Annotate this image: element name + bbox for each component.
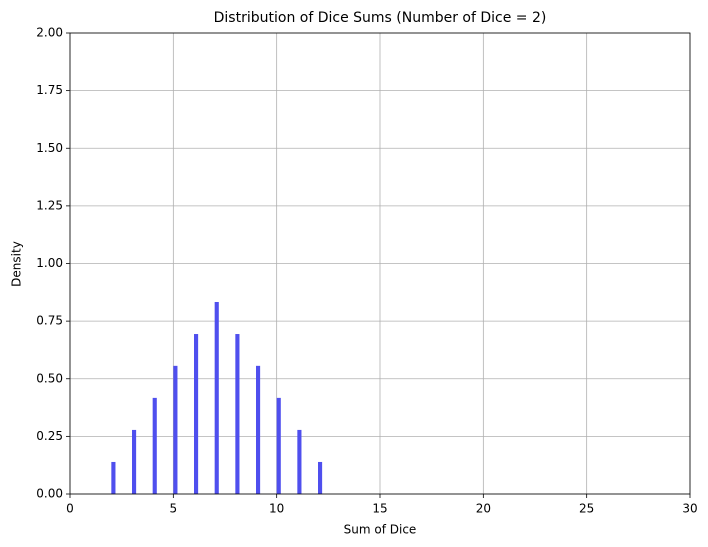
y-tick-label: 1.00 xyxy=(36,256,63,270)
bar xyxy=(132,429,137,494)
x-tick-label: 15 xyxy=(372,502,387,516)
bar xyxy=(214,301,219,494)
x-tick-label: 5 xyxy=(170,502,178,516)
x-tick-label: 20 xyxy=(476,502,491,516)
x-tick-label: 30 xyxy=(682,502,697,516)
y-tick-label: 0.50 xyxy=(36,371,63,385)
bar xyxy=(256,365,261,494)
plot-frame xyxy=(69,32,691,495)
x-tick-label: 0 xyxy=(66,502,74,516)
bar xyxy=(111,461,116,494)
x-tick-label: 10 xyxy=(269,502,284,516)
bar xyxy=(152,397,157,494)
y-tick-label: 0.75 xyxy=(36,314,63,328)
x-axis-label: Sum of Dice xyxy=(344,523,417,537)
bar xyxy=(276,397,281,494)
chart-title: Distribution of Dice Sums (Number of Dic… xyxy=(214,10,547,26)
y-tick-label: 2.00 xyxy=(36,26,63,40)
x-tick-label: 25 xyxy=(579,502,594,516)
bar xyxy=(194,334,199,494)
y-tick-label: 1.50 xyxy=(36,141,63,155)
bar xyxy=(235,334,240,494)
bar xyxy=(297,429,302,494)
y-tick-label: 0.25 xyxy=(36,429,63,443)
y-tick-label: 1.75 xyxy=(36,83,63,97)
bar xyxy=(318,461,323,494)
y-tick-label: 0.00 xyxy=(36,487,63,501)
y-tick-label: 1.25 xyxy=(36,198,63,212)
y-axis-label: Density xyxy=(10,241,24,287)
bar xyxy=(173,365,178,494)
